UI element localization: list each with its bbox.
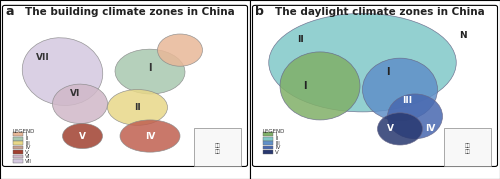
- Text: VI: VI: [70, 89, 80, 98]
- Bar: [12, 141, 22, 145]
- Text: IV: IV: [425, 124, 435, 133]
- Text: N: N: [458, 31, 466, 40]
- Ellipse shape: [378, 113, 422, 145]
- Ellipse shape: [52, 84, 108, 124]
- Bar: [12, 132, 22, 136]
- FancyBboxPatch shape: [194, 128, 242, 166]
- Bar: [12, 159, 22, 163]
- Text: LEGEND: LEGEND: [262, 129, 285, 134]
- Text: VI: VI: [25, 154, 30, 159]
- Text: II: II: [296, 35, 304, 44]
- Bar: [12, 137, 22, 141]
- Text: VII: VII: [36, 53, 50, 62]
- Bar: [262, 146, 272, 149]
- FancyBboxPatch shape: [444, 128, 491, 166]
- Text: I: I: [386, 67, 389, 77]
- FancyBboxPatch shape: [252, 5, 498, 166]
- Bar: [262, 141, 272, 145]
- Text: II: II: [25, 136, 28, 141]
- Ellipse shape: [108, 90, 168, 125]
- Text: II: II: [275, 136, 278, 141]
- Text: V: V: [386, 124, 394, 133]
- Bar: [12, 146, 22, 149]
- Text: I: I: [303, 81, 307, 91]
- Text: III: III: [25, 141, 30, 146]
- Text: V: V: [79, 132, 86, 141]
- FancyBboxPatch shape: [2, 5, 248, 166]
- Text: V: V: [25, 150, 29, 155]
- Bar: [12, 150, 22, 154]
- Bar: [262, 150, 272, 154]
- Text: III: III: [402, 96, 412, 105]
- Text: a: a: [5, 5, 14, 18]
- Text: 南海
诸岛: 南海 诸岛: [464, 143, 470, 154]
- Text: LEGEND: LEGEND: [12, 129, 35, 134]
- Text: III: III: [275, 141, 280, 146]
- Bar: [12, 155, 22, 158]
- Text: The building climate zones in China: The building climate zones in China: [25, 7, 235, 17]
- Bar: [262, 132, 272, 136]
- Ellipse shape: [62, 124, 102, 149]
- Bar: [262, 137, 272, 141]
- Text: 南海
诸岛: 南海 诸岛: [214, 143, 220, 154]
- Ellipse shape: [158, 34, 202, 66]
- Ellipse shape: [22, 38, 102, 105]
- Text: II: II: [134, 103, 141, 112]
- Ellipse shape: [120, 120, 180, 152]
- Text: The daylight climate zones in China: The daylight climate zones in China: [275, 7, 485, 17]
- Text: I: I: [275, 132, 276, 137]
- Ellipse shape: [280, 52, 360, 120]
- Text: IV: IV: [145, 132, 155, 141]
- Text: IV: IV: [25, 145, 30, 150]
- Ellipse shape: [269, 13, 456, 112]
- Text: IV: IV: [275, 145, 280, 150]
- Ellipse shape: [115, 49, 185, 94]
- Text: V: V: [275, 150, 279, 155]
- Ellipse shape: [388, 94, 442, 139]
- Text: VII: VII: [25, 159, 32, 164]
- Text: b: b: [255, 5, 264, 18]
- Ellipse shape: [362, 58, 438, 121]
- Text: I: I: [25, 132, 26, 137]
- Text: I: I: [148, 63, 152, 73]
